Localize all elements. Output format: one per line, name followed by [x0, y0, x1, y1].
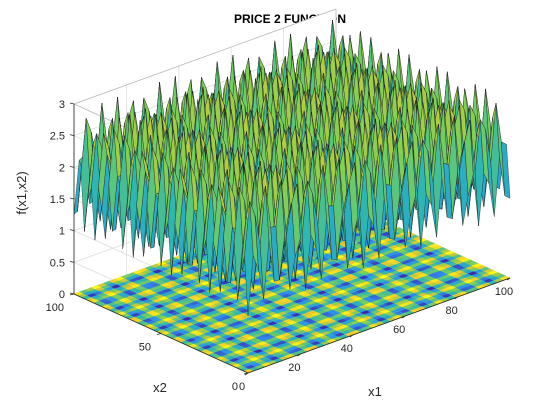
- z-tick-label: 2.5: [50, 131, 65, 143]
- y-axis-label: x2: [153, 380, 167, 395]
- x-axis-label: x1: [368, 384, 382, 399]
- z-tick-mark: [69, 292, 75, 295]
- surface-mesh: [73, 20, 511, 317]
- z-tick-label: 2: [59, 162, 65, 174]
- z-tick-mark: [69, 197, 75, 200]
- x-tick-label: 100: [495, 286, 513, 298]
- x-tick-label: 60: [393, 324, 405, 336]
- y-tick-label: 100: [46, 302, 64, 314]
- z-tick-label: 0.5: [50, 257, 65, 269]
- axes-front-lines: [69, 102, 511, 376]
- x-tick-label: 80: [445, 305, 457, 317]
- x-tick-mark: [297, 353, 301, 357]
- x-tick-mark: [454, 296, 458, 300]
- z-tick-label: 0: [59, 289, 65, 301]
- z-tick-mark: [69, 229, 75, 232]
- y-tick-label: 0: [232, 381, 238, 393]
- y-tick-mark: [156, 333, 162, 335]
- z-tick-mark: [69, 134, 75, 137]
- z-tick-mark: [69, 260, 75, 263]
- surface-patch: [501, 141, 511, 199]
- x-tick-label: 20: [288, 362, 300, 374]
- x-tick-mark: [401, 315, 406, 319]
- x-tick-mark: [349, 334, 354, 338]
- z-tick-label: 1: [59, 226, 65, 238]
- z-tick-mark: [69, 102, 75, 105]
- x-tick-label: 40: [341, 343, 353, 355]
- x-tick-mark: [506, 277, 511, 281]
- z-axis-label: f(x1,x2): [14, 171, 29, 214]
- z-tick-label: 1.5: [50, 194, 65, 206]
- x-tick-label: 0: [239, 381, 245, 393]
- z-tick-mark: [69, 165, 75, 168]
- box-edge: [73, 8, 337, 105]
- x-axis-line: [247, 277, 511, 374]
- y-tick-mark: [243, 372, 249, 375]
- y-tick-label: 50: [139, 342, 151, 354]
- z-tick-label: 3: [59, 99, 65, 111]
